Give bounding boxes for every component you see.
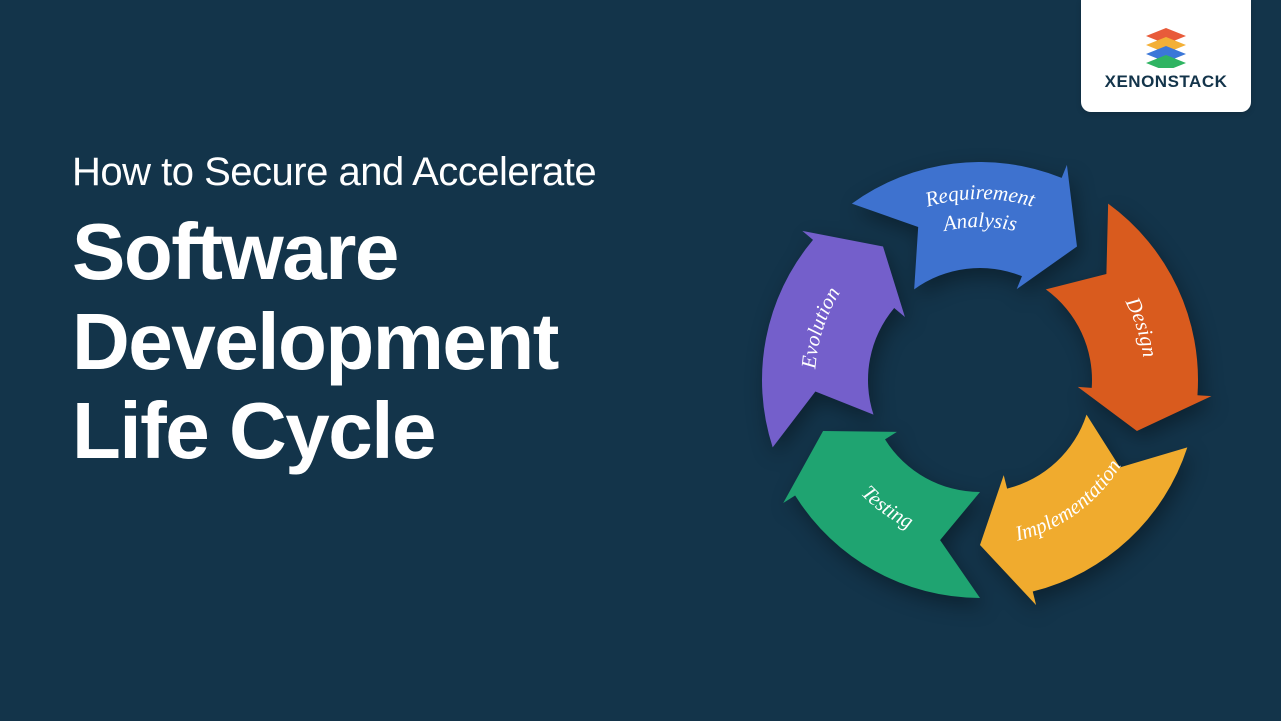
headline-block: How to Secure and Accelerate Software De… — [72, 150, 596, 476]
infographic-canvas: XENONSTACK How to Secure and Accelerate … — [0, 0, 1281, 721]
brand-logo-card: XENONSTACK — [1081, 0, 1251, 112]
headline: Software Development Life Cycle — [72, 207, 596, 476]
sdlc-cycle-diagram: RequirementAnalysisDesignImplementationT… — [740, 140, 1220, 620]
headline-line-1: Software — [72, 207, 398, 296]
headline-line-3: Life Cycle — [72, 386, 435, 475]
headline-line-2: Development — [72, 297, 558, 386]
cycle-svg: RequirementAnalysisDesignImplementationT… — [740, 140, 1220, 620]
subheading: How to Secure and Accelerate — [72, 150, 596, 195]
stack-icon — [1142, 20, 1190, 68]
cycle-segment-evolution — [762, 231, 905, 447]
logo-layer — [1146, 55, 1186, 68]
brand-name: XENONSTACK — [1105, 72, 1228, 92]
